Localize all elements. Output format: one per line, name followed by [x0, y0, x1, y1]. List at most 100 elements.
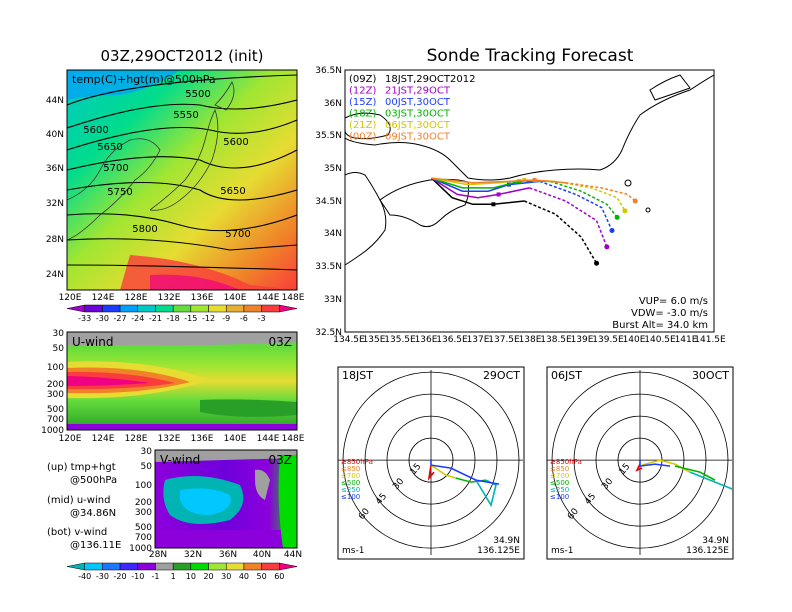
lat-tick: 40N — [253, 550, 271, 560]
lon-tick: 120E — [59, 293, 82, 303]
colorbar-swatch — [102, 304, 121, 313]
legend-launch-time: 09JST,30OCT — [385, 132, 451, 143]
contour-label: 5650 — [220, 186, 245, 197]
lon-tick: 148E — [282, 293, 305, 303]
note-mid-1: (mid) u-wind — [47, 495, 110, 506]
lat-tick: 32.5N — [315, 328, 342, 338]
track-line-ascent — [431, 177, 530, 199]
lon-tick: 140.5E — [644, 335, 676, 345]
colorbar-swatch — [279, 304, 298, 313]
p-tick: 200 — [47, 380, 64, 390]
lon-tick: 140E — [224, 434, 247, 444]
colorbar-tick: 50 — [257, 572, 267, 581]
lon-tick: 144E — [257, 293, 280, 303]
colorbar-swatch — [119, 304, 139, 313]
track-line-descent — [555, 180, 626, 212]
hodograph-segment — [635, 463, 643, 472]
contour-label: 5600 — [83, 125, 108, 136]
lon-tick: 124E — [92, 434, 115, 444]
colorbar-swatch — [102, 562, 121, 571]
legend-launch-time: 00JST,30OCT — [385, 97, 451, 108]
lon-tick: 136E — [415, 335, 438, 345]
track-lat-ticks: 36.5N 36N 35.5N 35N 34.5N 34N 33.5N 33N … — [315, 66, 342, 338]
track-line-descent — [549, 180, 618, 218]
vwind-time: 03Z — [269, 453, 293, 467]
hodograph-trace — [427, 460, 500, 508]
colorbar-tick: 60 — [274, 572, 284, 581]
lat-tick: 44N — [46, 96, 64, 106]
hodograph-level-label: ≤250 — [341, 486, 360, 494]
hodograph-lat: 34.9N — [493, 536, 520, 546]
vup-text: VUP= 6.0 m/s — [639, 296, 708, 307]
p-tick: 50 — [141, 462, 153, 472]
colorbar-tick: -27 — [114, 314, 127, 323]
hodograph-time: 18JST — [342, 369, 373, 382]
colorbar-swatch — [137, 562, 156, 571]
lon-tick: 139.5E — [592, 335, 624, 345]
colorbar-tick: -6 — [240, 314, 248, 323]
uwind-p-ticks: 30 50 100 200 300 500 700 1000 — [41, 329, 64, 436]
track-landing-point — [622, 208, 628, 214]
legend-launch-time: 03JST,30OCT — [385, 109, 451, 120]
contour-label: 5700 — [225, 229, 250, 240]
lat-tick: 24N — [46, 270, 64, 280]
note-up-2: @500hPa — [70, 475, 117, 486]
lon-tick: 136E — [191, 434, 214, 444]
track-line-ascent — [431, 177, 551, 189]
lon-tick: 141E — [675, 335, 698, 345]
colorbar-swatch — [190, 304, 209, 313]
lat-tick: 34N — [324, 229, 342, 239]
lon-tick: 128E — [125, 434, 148, 444]
track-line-descent — [529, 187, 608, 248]
p-tick: 300 — [135, 508, 152, 518]
hodograph-level-label: ≤850 — [550, 465, 569, 473]
colorbar-tick: -1 — [151, 572, 159, 581]
lon-tick: 120E — [59, 434, 82, 444]
lon-tick: 141.5E — [694, 335, 726, 345]
hodograph-segment — [639, 460, 671, 468]
colorbar-swatch — [66, 562, 85, 571]
hodograph-segment — [689, 471, 732, 490]
track-line-ascent — [430, 177, 525, 206]
colorbar-tick: -9 — [222, 314, 230, 323]
note-bot-1: (bot) v-wind — [47, 527, 107, 538]
lat-tick: 36.5N — [315, 66, 342, 76]
hodograph-lat: 34.9N — [702, 536, 729, 546]
hodograph-level-label: ≤500 — [341, 479, 360, 487]
colorbar-tick: -20 — [114, 572, 127, 581]
p-tick: 30 — [53, 329, 65, 339]
colorbar-swatch — [172, 304, 192, 313]
p-tick: 100 — [47, 363, 64, 373]
lat-tick: 33.5N — [315, 262, 342, 272]
hodograph-level-label: ≤100 — [550, 493, 569, 501]
track-landing-point — [594, 260, 600, 266]
contour-label: 5800 — [132, 224, 157, 235]
lat-tick: 35N — [324, 164, 342, 174]
colorbar-tick: 40 — [239, 572, 249, 581]
burst-alt-text: Burst Alt= 34.0 km — [612, 320, 708, 331]
hodograph-level-label: ≤700 — [341, 472, 360, 480]
lat-tick: 32N — [184, 550, 202, 560]
track-map-panel: (09Z) 18JST,29OCT2012 (12Z) 21JST,29OCT (15Z… — [315, 66, 726, 345]
lon-tick: 137E — [467, 335, 490, 345]
colorbar-swatch — [190, 562, 209, 571]
track-landing-point — [604, 244, 610, 250]
lat-tick: 36N — [219, 550, 237, 560]
vwind-p-ticks: 30 50 100 200 300 500 700 1000 — [129, 447, 152, 554]
lon-tick: 132E — [158, 434, 181, 444]
vwind-colorbar: -40 -30 -20 -10 -1 1 10 20 30 40 50 60 — [66, 562, 298, 581]
legend-init-time: (00Z) — [349, 132, 376, 143]
colorbar-swatch — [84, 304, 103, 313]
lat-tick: 34.5N — [315, 197, 342, 207]
colorbar-swatch — [279, 562, 298, 571]
hodograph-segment — [430, 464, 457, 479]
colorbar-swatch — [84, 562, 103, 571]
colorbar-tick: 20 — [203, 572, 213, 581]
track-line-descent — [539, 180, 613, 231]
lon-tick: 124E — [92, 293, 115, 303]
colorbar-swatch — [261, 304, 280, 313]
p-tick: 1000 — [41, 426, 64, 436]
colorbar-swatch — [66, 304, 85, 313]
colorbar-tick: -24 — [131, 314, 144, 323]
